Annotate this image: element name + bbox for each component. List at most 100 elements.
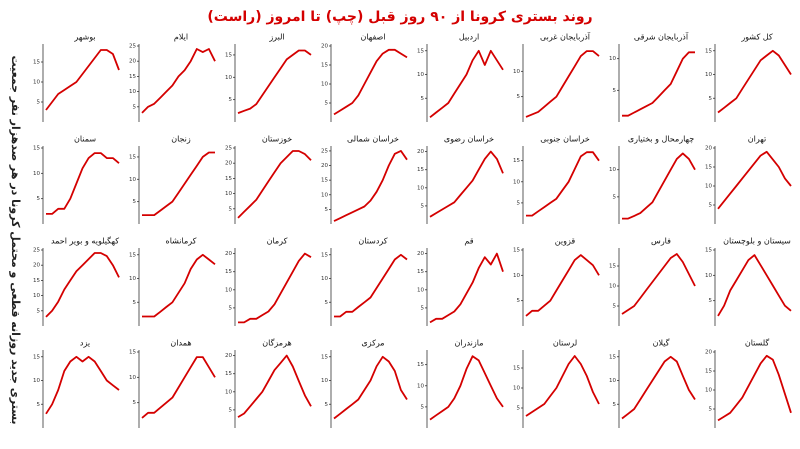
y-tick-label: 10 <box>609 167 616 173</box>
y-tick-label: 15 <box>321 354 328 360</box>
panel-title: مازندران <box>455 339 484 348</box>
y-tick-label: 25 <box>33 248 40 254</box>
panel-title: خراسان شمالی <box>347 135 399 144</box>
y-tick-label: 10 <box>417 185 424 191</box>
panel-title: زنجان <box>171 135 191 144</box>
panel-title: لرستان <box>553 339 577 348</box>
panel-title: گیلان <box>653 338 670 348</box>
y-tick-label: 15 <box>321 252 328 258</box>
y-tick-label: 5 <box>421 404 425 410</box>
data-line <box>237 354 312 418</box>
y-tick-label: 10 <box>321 276 328 282</box>
data-line <box>525 254 600 317</box>
panel-title: گلستان <box>745 338 770 348</box>
y-tick-label: 15 <box>417 269 424 275</box>
data-line <box>429 150 504 218</box>
data-line <box>45 252 120 318</box>
y-tick-label: 5 <box>517 200 521 206</box>
y-tick-label: 15 <box>705 165 712 171</box>
y-tick-label: 15 <box>129 252 136 258</box>
y-tick-label: 10 <box>33 293 40 299</box>
panel-title: اردبیل <box>459 33 479 42</box>
y-tick-label: 15 <box>705 48 712 54</box>
data-line <box>525 355 600 417</box>
y-tick-label: 5 <box>133 104 137 110</box>
data-line <box>237 150 312 219</box>
y-tick-label: 5 <box>421 203 425 209</box>
data-line <box>717 354 792 422</box>
y-tick-label: 5 <box>421 305 425 311</box>
y-tick-label: 5 <box>517 406 521 412</box>
y-tick-label: 10 <box>513 386 520 392</box>
y-tick-label: 10 <box>705 388 712 394</box>
y-tick-label: 15 <box>705 369 712 375</box>
panel-title: یزد <box>80 339 90 348</box>
y-tick-label: 10 <box>225 75 232 81</box>
panel-title: قزوین <box>555 237 576 246</box>
y-tick-label: 10 <box>417 72 424 78</box>
data-line <box>621 253 696 315</box>
y-tick-label: 10 <box>513 69 520 75</box>
y-tick-label: 15 <box>705 248 712 254</box>
y-tick-label: 10 <box>705 273 712 279</box>
y-tick-label: 5 <box>37 100 41 106</box>
y-tick-label: 15 <box>33 60 40 66</box>
y-tick-label: 5 <box>37 196 41 202</box>
panel-title: فارس <box>651 237 671 246</box>
y-tick-label: 5 <box>229 305 233 311</box>
data-line <box>429 252 504 324</box>
panel-title: کل کشور <box>740 33 773 42</box>
data-line <box>333 48 408 116</box>
panel-title: کرمان <box>267 237 288 246</box>
panel-title: کرمانشاه <box>166 237 197 246</box>
panel-title: آذربایجان غربی <box>540 32 591 42</box>
y-tick-label: 5 <box>133 400 137 406</box>
y-tick-label: 5 <box>613 402 617 408</box>
y-tick-label: 15 <box>417 167 424 173</box>
y-tick-label: 10 <box>609 378 616 384</box>
y-tick-label: 10 <box>33 378 40 384</box>
y-tick-label: 10 <box>225 389 232 395</box>
y-tick-label: 10 <box>321 378 328 384</box>
panel-title: کهگیلویه و بویر احمد <box>51 236 119 246</box>
data-line <box>142 151 215 216</box>
y-tick-label: 15 <box>33 278 40 284</box>
y-tick-label: 5 <box>229 97 233 103</box>
data-line <box>525 50 600 118</box>
y-tick-label: 5 <box>325 300 329 306</box>
y-tick-label: 10 <box>129 375 136 381</box>
y-tick-label: 10 <box>33 80 40 86</box>
y-tick-label: 15 <box>513 366 520 372</box>
y-tick-label: 10 <box>609 56 616 62</box>
data-line <box>333 355 408 420</box>
y-tick-label: 5 <box>133 199 137 205</box>
y-tick-label: 15 <box>225 52 232 58</box>
data-line <box>237 49 312 114</box>
data-line <box>46 152 120 215</box>
y-tick-label: 5 <box>709 298 713 304</box>
panel-title: خوزستان <box>262 135 292 144</box>
y-tick-label: 5 <box>229 407 233 413</box>
y-tick-label: 20 <box>225 161 232 167</box>
data-line <box>621 355 696 420</box>
panel-title: آذربایجان شرقی <box>634 32 689 42</box>
y-tick-label: 20 <box>33 263 40 269</box>
panel-title: کردستان <box>358 237 387 246</box>
data-line <box>334 253 408 318</box>
y-tick-label: 10 <box>705 184 712 190</box>
y-tick-label: 5 <box>37 308 41 314</box>
y-tick-label: 20 <box>225 353 232 359</box>
y-tick-label: 20 <box>129 59 136 65</box>
y-tick-label: 10 <box>33 171 40 177</box>
panel-title: چهارمحال و بختیاری <box>628 135 694 144</box>
y-tick-label: 10 <box>705 72 712 78</box>
data-line <box>717 49 792 114</box>
y-tick-label: 5 <box>133 300 137 306</box>
y-tick-label: 5 <box>325 402 329 408</box>
y-tick-label: 5 <box>229 206 233 212</box>
y-tick-label: 10 <box>513 179 520 185</box>
y-tick-label: 15 <box>33 146 40 152</box>
data-line <box>45 355 120 415</box>
data-line <box>717 150 792 210</box>
